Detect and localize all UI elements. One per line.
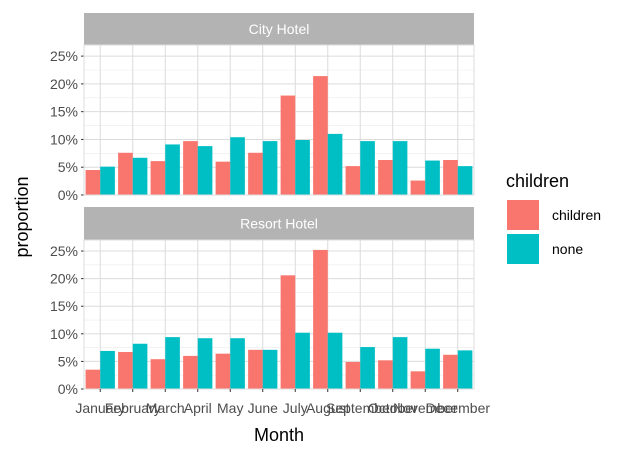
x-tick-label: September — [326, 400, 395, 416]
bar-none-may — [230, 137, 245, 195]
bar-children-august — [313, 249, 328, 389]
panel-strip-label: Resort Hotel — [240, 216, 318, 232]
bar-children-october — [378, 360, 393, 389]
panel-strip — [84, 13, 474, 45]
x-tick-label: May — [217, 400, 243, 416]
x-tick-label: December — [425, 400, 490, 416]
bar-none-march — [165, 144, 180, 195]
bar-none-september — [360, 141, 375, 195]
x-tick-label: March — [146, 400, 185, 416]
bar-none-january — [100, 166, 115, 195]
bar-none-november — [425, 160, 440, 195]
bar-none-may — [230, 338, 245, 389]
bar-none-december — [457, 350, 473, 389]
x-axis-title: Month — [254, 425, 304, 445]
y-tick-label: 25% — [50, 48, 78, 64]
bar-none-april — [197, 146, 213, 195]
bar-none-july — [295, 140, 310, 195]
bar-children-february — [118, 352, 133, 389]
x-tick-label: April — [184, 400, 212, 416]
y-axis-title: proportion — [12, 176, 32, 257]
legend-label-children: children — [552, 207, 601, 223]
bar-children-september — [345, 361, 361, 389]
bar-none-september — [360, 347, 375, 389]
bar-none-april — [197, 338, 213, 389]
y-tick-label: 15% — [50, 104, 78, 120]
x-tick-label: June — [248, 400, 279, 416]
panel-strip — [84, 207, 474, 240]
bar-none-august — [327, 332, 343, 389]
bar-children-august — [313, 76, 328, 195]
bar-none-june — [262, 349, 278, 389]
bar-children-october — [378, 160, 393, 195]
bar-children-march — [150, 359, 166, 389]
x-tick-label: August — [306, 400, 350, 416]
x-tick-label: January — [75, 400, 125, 416]
y-tick-label: 15% — [50, 298, 78, 314]
legend-key-none — [507, 234, 539, 264]
legend-key-children — [507, 200, 539, 230]
x-tick-label: February — [105, 400, 161, 416]
bar-children-may — [215, 353, 231, 389]
y-tick-label: 0% — [58, 187, 78, 203]
panel-border — [83, 44, 475, 196]
bar-none-february — [132, 157, 148, 195]
bar-none-october — [392, 337, 408, 389]
legend-label-none: none — [552, 241, 583, 257]
bar-none-august — [327, 133, 343, 195]
bar-none-november — [425, 348, 440, 389]
x-tick-label: July — [283, 400, 308, 416]
y-tick-label: 5% — [58, 353, 78, 369]
bar-children-january — [85, 369, 101, 389]
bar-children-april — [183, 141, 198, 195]
bar-none-july — [295, 332, 310, 389]
bar-children-december — [443, 160, 458, 195]
y-tick-label: 0% — [58, 381, 78, 397]
panel-city-hotel: City Hotel 0% 5% 10% 15% 20% 25% — [50, 13, 475, 203]
legend: children children none — [506, 171, 601, 264]
y-tick-label: 10% — [50, 326, 78, 342]
panel-strip-label: City Hotel — [249, 21, 310, 37]
bar-children-january — [85, 170, 101, 195]
bar-children-july — [280, 95, 296, 195]
y-tick-label: 25% — [50, 243, 78, 259]
bar-none-june — [262, 141, 278, 195]
bar-none-february — [132, 343, 148, 389]
bar-children-april — [183, 355, 198, 389]
bar-children-july — [280, 275, 296, 389]
bar-children-may — [215, 161, 231, 195]
y-tick-label: 20% — [50, 271, 78, 287]
bar-children-december — [443, 354, 458, 389]
panels: City Hotel 0% 5% 10% 15% 20% 25% Resort Hotel 0%… — [50, 13, 475, 397]
bar-children-november — [410, 180, 426, 195]
bar-children-june — [248, 152, 263, 195]
bar-children-february — [118, 152, 133, 195]
y-tick-label: 20% — [50, 76, 78, 92]
y-tick-label: 5% — [58, 159, 78, 175]
x-tick-label: November — [393, 400, 458, 416]
bar-children-june — [248, 349, 263, 389]
bar-children-march — [150, 161, 166, 195]
panel-resort-hotel: Resort Hotel 0% 5% 10% 15% 20% 25% — [50, 207, 475, 397]
bar-children-september — [345, 166, 361, 195]
bar-none-march — [165, 337, 180, 389]
panel-border — [83, 239, 475, 390]
bar-none-december — [457, 166, 473, 195]
legend-title: children — [506, 171, 569, 191]
y-tick-label: 10% — [50, 131, 78, 147]
x-tick-label: October — [368, 400, 418, 416]
bar-none-october — [392, 141, 408, 195]
bar-none-january — [100, 350, 115, 389]
bar-children-november — [410, 371, 426, 389]
